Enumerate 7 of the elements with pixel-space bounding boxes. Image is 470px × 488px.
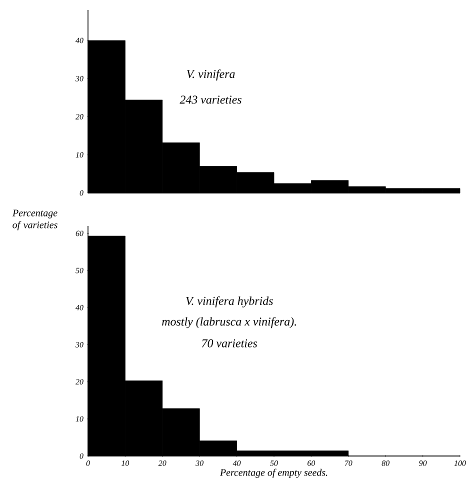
y-axis-title: Percentage of varieties xyxy=(12,210,58,230)
annotation: 243 varieties xyxy=(180,96,242,104)
annotation: 70 varieties xyxy=(202,339,258,348)
annotation: V. vinifera xyxy=(186,69,235,80)
x-axis-title: Percentage of empty seeds. xyxy=(220,468,328,478)
annotation: mostly (labrusca x vinifera). xyxy=(162,317,296,328)
annotation: V. vinifera hybrids xyxy=(186,296,273,308)
